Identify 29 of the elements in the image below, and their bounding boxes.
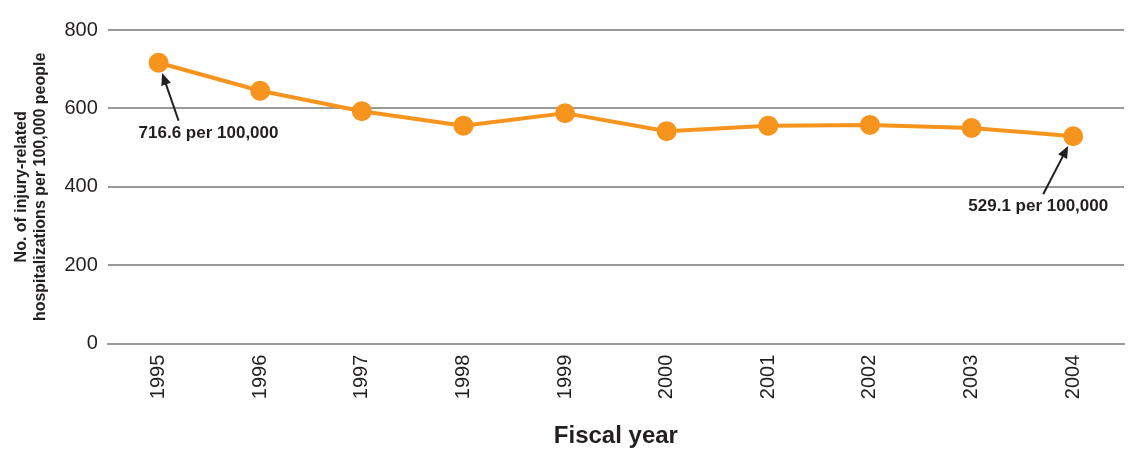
x-tick-label: 1997 [349,354,372,400]
x-tick-label: 2001 [755,354,778,400]
y-tick-label: 200 [64,252,98,275]
point [859,114,880,135]
point [351,101,372,122]
y-tick-label: 400 [64,174,98,197]
annotation: 716.6 per 100,000 [138,122,279,142]
y-axis-title: No. of injury-related hospitalizations per 100,000 people [12,52,49,322]
point [555,103,576,124]
point [1063,126,1084,147]
y-tick-label: 0 [86,331,98,354]
point [148,52,169,73]
x-tick-label: 1996 [247,354,270,400]
x-tick-label: 1995 [146,354,169,400]
point [758,115,779,136]
y-tick-label: 600 [64,95,98,118]
x-tick-label: 1998 [450,354,473,400]
point [453,115,474,136]
x-tick-label: 2003 [959,354,982,400]
x-tick-label: 2002 [857,354,880,400]
annotation: 529.1 per 100,000 [968,196,1109,216]
y-tick-label: 800 [64,17,98,40]
x-tick-label: 2000 [654,354,677,400]
point [250,80,271,101]
x-tick-label: 2004 [1060,354,1083,400]
point [656,121,677,142]
x-tick-label: 1999 [552,354,575,400]
point [961,118,982,139]
x-axis-title: Fiscal year [553,421,678,449]
